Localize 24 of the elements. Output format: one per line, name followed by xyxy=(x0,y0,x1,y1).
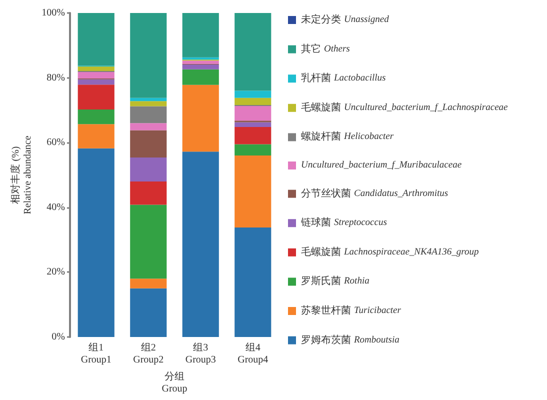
y-tick-label: 0% xyxy=(52,332,65,342)
legend-label: 链球菌 Streptococcus xyxy=(300,216,388,229)
legend-label: 毛螺旋菌 Lachnospiraceae_NK4A136_group xyxy=(301,246,480,258)
y-tick-label: 40% xyxy=(46,202,65,213)
legend-label: 苏黎世杆菌 Turicibacter xyxy=(301,304,402,316)
legend-label: 罗姆布茨菌 Romboutsia xyxy=(301,334,400,346)
legend-label: 罗斯氏菌 Rothia xyxy=(301,275,370,288)
y-tick-label: 100% xyxy=(42,8,65,18)
legend-label: 其它 Others xyxy=(301,42,350,55)
x-tick-label: 组2 Group2 xyxy=(133,342,164,366)
legend-label: 未定分类 Unassigned xyxy=(301,14,390,26)
x-tick-label: 组3 Group3 xyxy=(185,342,216,366)
y-axis-title: 相对丰度 (%) Relative abundance xyxy=(10,135,34,214)
legend-label: Uncultured_bacterium_f_Muribaculaceae xyxy=(301,160,462,170)
y-tick-label: 80% xyxy=(46,72,65,84)
legend-label: 毛螺旋菌 Uncultured_bacterium_f_Lachnospiraceae xyxy=(301,101,508,114)
legend-label: 螺旋杆菌 Helicobacter xyxy=(301,130,394,143)
x-tick-label: 组1 Group1 xyxy=(80,342,112,366)
legend-label: 分节丝状菌 Candidatus_Arthromitus xyxy=(301,187,448,200)
y-tick-label: 20% xyxy=(46,266,65,278)
y-tick-label: 60% xyxy=(46,137,65,148)
legend-label: 乳杆菌 Lactobacillus xyxy=(301,72,386,84)
x-tick-label: 组4 Group4 xyxy=(238,342,268,366)
x-axis-title: 分组 Group xyxy=(162,370,188,394)
